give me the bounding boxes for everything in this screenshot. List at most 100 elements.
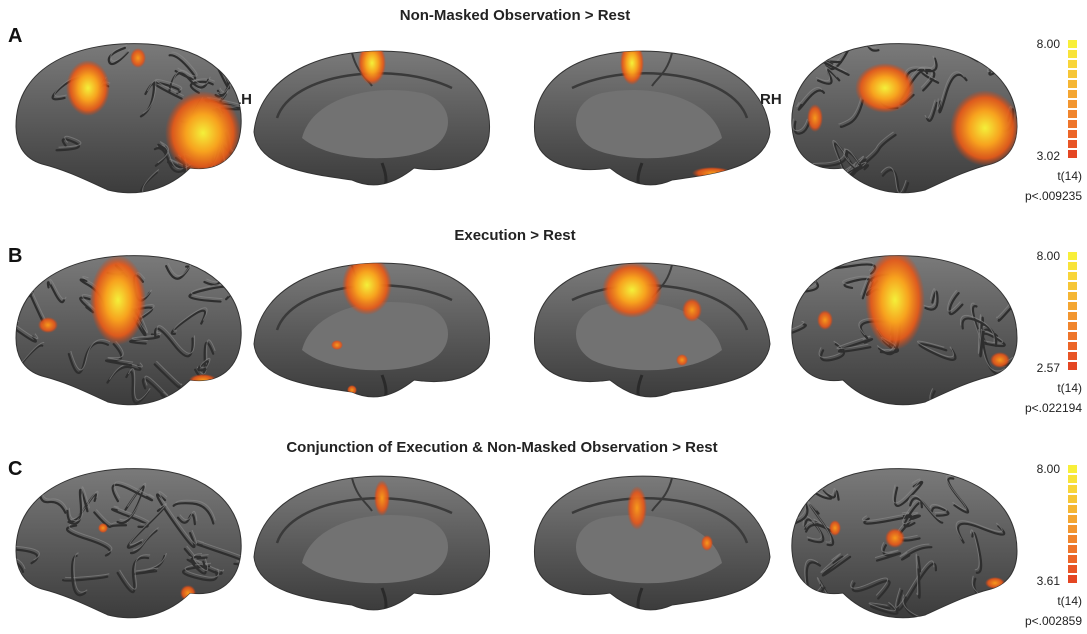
activation xyxy=(829,520,841,536)
gyrus-highlight xyxy=(895,560,935,608)
gyrus-highlight xyxy=(109,362,143,380)
colorbar-swatch xyxy=(1068,332,1077,340)
sulcus xyxy=(856,133,897,171)
gyrus-highlight xyxy=(820,553,849,573)
brainstem xyxy=(380,374,388,397)
activation xyxy=(676,354,688,366)
cingulate xyxy=(275,497,453,544)
gyrus-highlight xyxy=(196,339,216,375)
brain-detail xyxy=(275,51,453,185)
activation xyxy=(985,577,1005,589)
sulcus xyxy=(154,143,168,167)
gyrus-highlight xyxy=(945,474,967,510)
sulcus xyxy=(165,265,190,280)
sulcus xyxy=(651,52,673,87)
colorbar-min: 3.61 xyxy=(1037,574,1061,588)
sulcus xyxy=(201,468,217,482)
sulcus xyxy=(967,43,996,54)
brain-detail xyxy=(571,477,749,610)
gyrus-highlight xyxy=(131,330,162,342)
colorbar-swatch xyxy=(1068,465,1077,473)
colorbar-swatch xyxy=(1068,292,1077,300)
gyrus-highlight xyxy=(132,527,159,551)
gyrus-highlight xyxy=(127,368,151,401)
colorbar-swatch xyxy=(1068,302,1077,310)
colorbar-swatch xyxy=(1068,545,1077,553)
sulcus xyxy=(116,556,150,594)
sulcus xyxy=(16,313,37,343)
gyrus-highlight xyxy=(156,325,196,354)
colorbar-stat: t(14) xyxy=(1057,169,1082,183)
gyrus-highlight xyxy=(807,501,832,543)
sulcus xyxy=(46,281,66,304)
colorbar-p: p<.022194 xyxy=(1025,401,1082,415)
activation xyxy=(98,523,108,533)
gyrus-highlight xyxy=(923,288,937,308)
sulcus xyxy=(938,73,968,114)
sulcus xyxy=(155,493,196,548)
gyrus-highlight xyxy=(73,552,88,593)
sulcus xyxy=(961,317,998,347)
brainstem xyxy=(636,587,644,610)
gyrus-highlight xyxy=(986,50,1006,73)
gyrus-highlight xyxy=(175,499,216,521)
gyrus-highlight xyxy=(868,601,896,612)
activation xyxy=(885,528,905,548)
activation xyxy=(358,51,386,85)
colorbar-swatch xyxy=(1068,130,1077,138)
brain xyxy=(533,475,771,611)
colorbar-swatch xyxy=(1068,575,1077,583)
gyrus-highlight xyxy=(70,486,90,522)
gyrus-highlight xyxy=(929,503,947,514)
panel-letter: B xyxy=(8,245,22,267)
sulcus xyxy=(19,165,44,185)
colorbar-swatch xyxy=(1068,100,1077,108)
colorbar-swatch xyxy=(1068,565,1077,573)
sulcus xyxy=(997,282,1017,322)
sulcus xyxy=(793,120,811,135)
colorbar-min: 3.02 xyxy=(1037,149,1061,163)
colorbar-min: 2.57 xyxy=(1037,361,1061,375)
sulcus xyxy=(70,554,87,597)
gyrus-highlight xyxy=(850,577,889,596)
brainstem xyxy=(380,162,388,185)
sulcus xyxy=(129,333,160,345)
brain xyxy=(791,43,1018,194)
gyrus-highlight xyxy=(16,543,40,561)
gyrus-highlight xyxy=(818,340,843,358)
gyrus-highlight xyxy=(982,255,1008,270)
colorbar-max: 8.00 xyxy=(1037,37,1061,51)
medial-wall xyxy=(302,90,449,159)
colorbar-swatch xyxy=(1068,312,1077,320)
colorbar-swatch xyxy=(1068,505,1077,513)
sulcus xyxy=(903,596,943,618)
gyrus-highlight xyxy=(64,573,110,579)
brain xyxy=(15,255,242,406)
gyrus-highlight xyxy=(129,503,167,546)
sulcus xyxy=(918,343,957,361)
sulcus xyxy=(67,341,110,374)
medial-wall xyxy=(302,515,449,584)
colorbar-swatch xyxy=(1068,90,1077,98)
colorbar-swatch xyxy=(1068,252,1077,260)
gyrus-highlight xyxy=(204,468,219,478)
sulcus xyxy=(791,499,809,535)
gyrus-highlight xyxy=(171,51,198,77)
gyrus-highlight xyxy=(156,360,183,386)
colorbar-swatch xyxy=(1068,352,1077,360)
gyrus-highlight xyxy=(135,552,167,572)
colorbar-swatch xyxy=(1068,342,1077,350)
gyrus-highlight xyxy=(184,562,220,578)
panel: A Non-Masked Observation > Rest 8.00 3.02 t(… xyxy=(8,7,1082,203)
activation xyxy=(38,317,58,333)
activation xyxy=(990,352,1010,368)
gyrus-highlight xyxy=(110,44,130,62)
gyrus-highlight xyxy=(219,468,241,474)
cingulate xyxy=(571,72,749,119)
gyrus-highlight xyxy=(969,529,980,571)
sulcus xyxy=(37,43,60,53)
brain-detail xyxy=(571,51,749,185)
brain-surface xyxy=(15,468,242,619)
activation xyxy=(865,255,925,350)
